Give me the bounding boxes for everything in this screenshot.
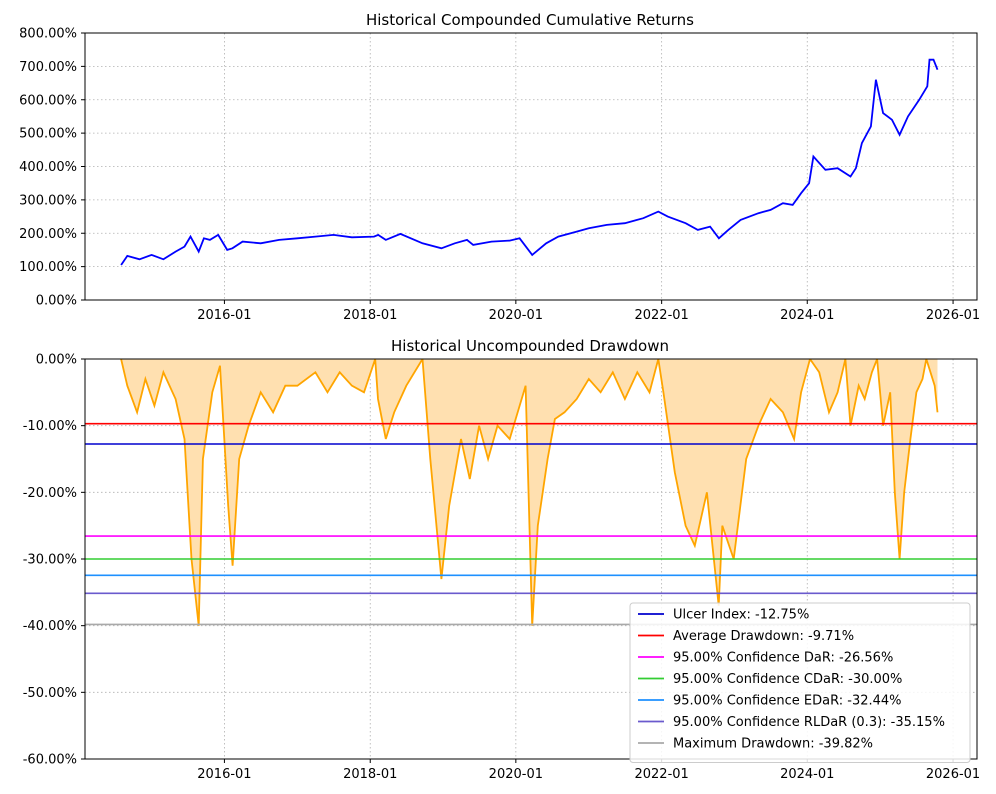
legend: Ulcer Index: -12.75% Average Drawdown: -9… bbox=[629, 602, 971, 763]
y-tick-label: 0.00% bbox=[36, 353, 77, 368]
x-tick-label: 2026-01 bbox=[926, 308, 980, 323]
legend-label: Maximum Drawdown: -39.82% bbox=[673, 737, 873, 752]
y-tick-label: 300.00% bbox=[19, 193, 77, 208]
x-tick-label: 2018-01 bbox=[343, 767, 397, 782]
x-tick-label: 2016-01 bbox=[197, 767, 251, 782]
y-tick-label: -30.00% bbox=[23, 553, 77, 568]
x-tick-label: 2024-01 bbox=[780, 308, 834, 323]
chart-title: Historical Compounded Cumulative Returns bbox=[366, 11, 694, 29]
x-tick-label: 2022-01 bbox=[634, 767, 688, 782]
y-tick-label: -60.00% bbox=[23, 753, 77, 768]
y-axis: 0.00% 100.00% 200.00% 300.00% 400.00% 500.00%… bbox=[19, 27, 85, 309]
chart-title: Historical Uncompounded Drawdown bbox=[391, 337, 669, 355]
x-axis: 2016-01 2018-01 2020-01 2022-01 2024-01 2026-… bbox=[197, 300, 980, 323]
legend-box bbox=[629, 602, 971, 763]
y-axis: 0.00% -10.00% -20.00% -30.00% -40.00% -50.00%… bbox=[23, 353, 85, 768]
y-tick-label: 800.00% bbox=[19, 27, 77, 42]
legend-label: 95.00% Confidence RLDaR (0.3): -35.15% bbox=[673, 715, 945, 730]
y-tick-label: -40.00% bbox=[23, 619, 77, 634]
x-axis: 2016-01 2018-01 2020-01 2022-01 2024-01 2026-… bbox=[197, 759, 980, 782]
y-tick-label: -10.00% bbox=[23, 419, 77, 434]
y-tick-label: 400.00% bbox=[19, 160, 77, 175]
cumulative-returns-line bbox=[120, 58, 939, 266]
y-tick-label: 700.00% bbox=[19, 60, 77, 75]
y-tick-label: 600.00% bbox=[19, 93, 77, 108]
legend-label: 95.00% Confidence CDaR: -30.00% bbox=[673, 672, 902, 687]
legend-label: 95.00% Confidence EDaR: -32.44% bbox=[673, 694, 902, 709]
reference-lines bbox=[85, 422, 977, 626]
x-tick-label: 2020-01 bbox=[489, 308, 543, 323]
drawdown-line bbox=[120, 359, 939, 626]
y-tick-label: -20.00% bbox=[23, 486, 77, 501]
y-tick-label: 200.00% bbox=[19, 227, 77, 242]
x-tick-label: 2024-01 bbox=[780, 767, 834, 782]
y-tick-label: 0.00% bbox=[36, 294, 77, 309]
legend-label: Average Drawdown: -9.71% bbox=[673, 629, 854, 644]
x-tick-label: 2020-01 bbox=[489, 767, 543, 782]
legend-label: 95.00% Confidence DaR: -26.56% bbox=[673, 651, 893, 666]
cumulative-returns-chart: Historical Compounded Cumulative Returns… bbox=[19, 11, 980, 323]
legend-label: Ulcer Index: -12.75% bbox=[673, 608, 809, 623]
drawdown-chart: Historical Uncompounded Drawdown 2016-01… bbox=[23, 337, 980, 782]
x-tick-label: 2018-01 bbox=[343, 308, 397, 323]
x-tick-label: 2016-01 bbox=[197, 308, 251, 323]
y-tick-label: 100.00% bbox=[19, 260, 77, 275]
y-tick-label: -50.00% bbox=[23, 686, 77, 701]
y-tick-label: 500.00% bbox=[19, 127, 77, 142]
x-tick-label: 2026-01 bbox=[926, 767, 980, 782]
x-tick-label: 2022-01 bbox=[634, 308, 688, 323]
